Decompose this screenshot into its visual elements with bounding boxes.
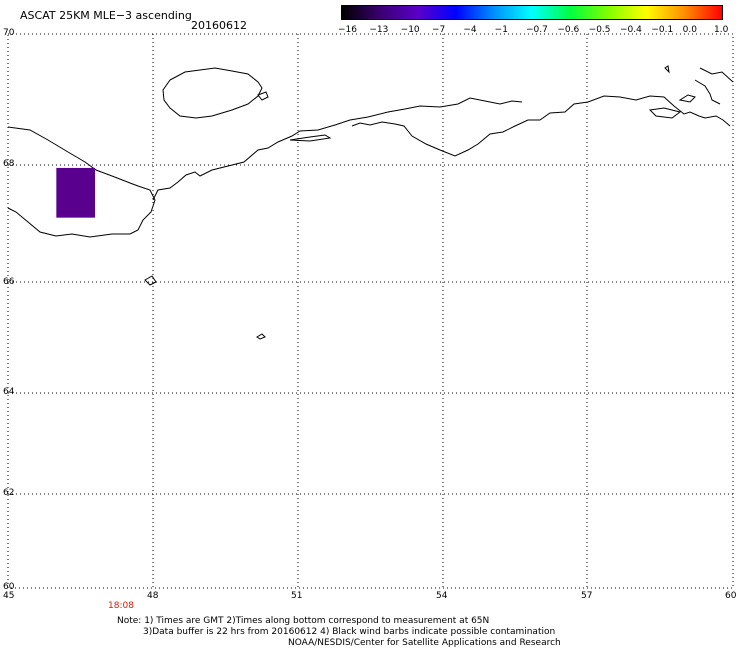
colorbar-tick-label: −10 — [400, 25, 420, 35]
colorbar-tick-label: −0.7 — [526, 25, 548, 35]
note-line-2: 3)Data buffer is 22 hrs from 20160612 4)… — [143, 627, 556, 637]
coastline — [289, 134, 332, 142]
lon-label-60: 60 — [725, 591, 737, 601]
lon-label-48: 48 — [147, 591, 159, 601]
coastline — [162, 67, 263, 119]
map-title: ASCAT 25KM MLE−3 ascending — [20, 9, 192, 22]
colorbar — [341, 5, 723, 20]
coastline — [7, 126, 156, 238]
lon-label-45: 45 — [3, 591, 15, 601]
colorbar-tick-label: −0.1 — [651, 25, 674, 35]
colorbar-tick-label: −0.6 — [557, 25, 580, 35]
note-line-1: Note: 1) Times are GMT 2)Times along bot… — [117, 616, 490, 626]
map-date: 20160612 — [191, 19, 247, 32]
coastline — [648, 107, 682, 119]
wind-data-cell — [56, 167, 95, 218]
colorbar-tick-label: −16 — [338, 25, 357, 35]
colorbar-tick-label: −7 — [432, 25, 446, 35]
coastline — [152, 97, 523, 201]
lat-label-66: 66 — [3, 277, 15, 287]
lat-label-70: 70 — [3, 28, 15, 38]
colorbar-tick-label: −0.5 — [588, 25, 611, 35]
colorbar-tick-label: 1.0 — [714, 25, 729, 35]
note-line-3: NOAA/NESDIS/Center for Satellite Applica… — [288, 638, 561, 648]
colorbar-tick-label: −13 — [369, 25, 389, 35]
coastline — [257, 91, 269, 101]
lon-label-57: 57 — [581, 591, 593, 601]
coastline — [351, 95, 731, 157]
map-frame — [7, 33, 734, 589]
coastline — [694, 79, 721, 105]
coastline — [256, 333, 266, 340]
lat-label-64: 64 — [3, 387, 15, 397]
pass-time-label: 18:08 — [108, 601, 134, 611]
colorbar-tick-label: −1 — [494, 25, 508, 35]
coastline — [664, 65, 670, 74]
coastline — [144, 275, 157, 286]
colorbar-tick-label: −0.4 — [620, 25, 642, 35]
lat-label-68: 68 — [3, 159, 15, 169]
colorbar-tick-label: −4 — [463, 25, 477, 35]
lon-label-51: 51 — [291, 591, 303, 601]
colorbar-tick-label: 0.0 — [682, 25, 697, 35]
coastline — [699, 67, 734, 83]
lat-label-62: 62 — [3, 488, 15, 498]
lat-label-60: 60 — [3, 582, 15, 592]
coastline — [678, 94, 696, 103]
lon-label-54: 54 — [436, 591, 448, 601]
